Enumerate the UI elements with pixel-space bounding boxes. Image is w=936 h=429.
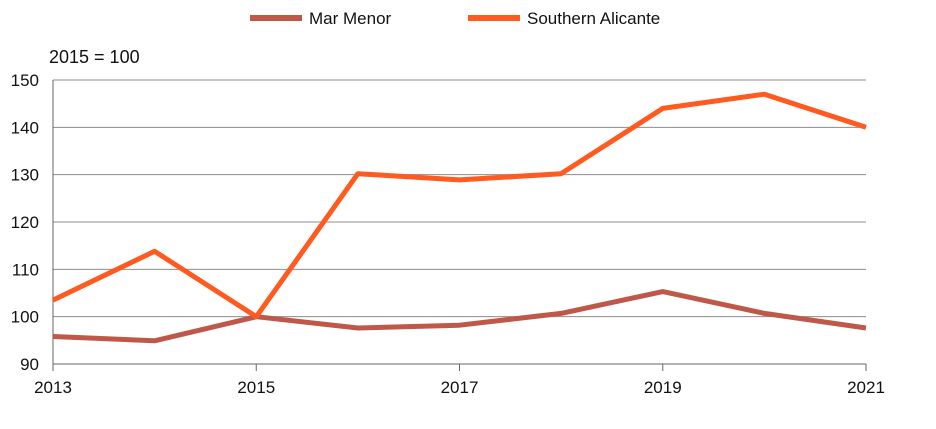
- gridlines: [53, 79, 866, 318]
- y-tick-120: 120: [11, 213, 39, 232]
- y-tick-labels: 90 100 110 120 130 140 150: [11, 71, 39, 374]
- x-tick-2017: 2017: [441, 378, 479, 397]
- y-tick-90: 90: [20, 355, 39, 374]
- x-tick-2021: 2021: [847, 378, 885, 397]
- x-tick-2013: 2013: [34, 378, 72, 397]
- y-tick-130: 130: [11, 166, 39, 185]
- legend-label-southern-alicante: Southern Alicante: [527, 9, 660, 28]
- legend-label-mar-menor: Mar Menor: [309, 9, 392, 28]
- y-tick-100: 100: [11, 308, 39, 327]
- y-tick-150: 150: [11, 71, 39, 90]
- x-tick-2015: 2015: [237, 378, 275, 397]
- series-line-southern-alicante: [51, 91, 867, 320]
- y-tick-140: 140: [11, 118, 39, 137]
- legend: Mar Menor Southern Alicante: [250, 9, 660, 28]
- y-tick-110: 110: [12, 260, 39, 279]
- x-tick-labels: 2013 2015 2017 2019 2021: [34, 378, 885, 397]
- x-tick-2019: 2019: [644, 378, 682, 397]
- unit-label: 2015 = 100: [49, 47, 140, 67]
- axes: [52, 80, 867, 371]
- series-line-mar-menor: [52, 289, 867, 344]
- series-lines: [51, 91, 867, 344]
